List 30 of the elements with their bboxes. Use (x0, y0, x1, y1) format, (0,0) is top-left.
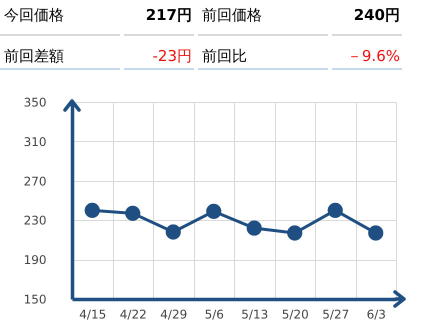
x-tick-label: 6/3 (366, 308, 386, 322)
x-tick-label: 5/27 (322, 308, 350, 322)
x-tick-label: 5/13 (241, 308, 268, 322)
point (125, 206, 140, 221)
text: 217円 (124, 0, 194, 36)
point (206, 204, 222, 219)
x-tick-label: 5/6 (204, 308, 224, 322)
point (368, 225, 384, 241)
x-tick-label: 4/29 (160, 308, 188, 322)
y-tick-label: 350 (24, 96, 46, 110)
y-tick-label: 270 (24, 174, 46, 188)
x-tick-label: 4/15 (79, 308, 106, 322)
point (287, 225, 302, 241)
y-tick-label: 310 (24, 134, 46, 149)
y-tick-label: 230 (24, 214, 46, 228)
y-tick-label: 150 (24, 292, 46, 306)
text: 240円 (332, 0, 402, 36)
point (328, 202, 343, 218)
text: 前回価格 (198, 0, 328, 36)
point (84, 202, 100, 218)
point (246, 220, 262, 236)
text: 今回価格 (0, 0, 120, 36)
text: －9.6% (332, 36, 402, 70)
y-tick-label: 190 (24, 253, 46, 268)
text: -23円 (124, 36, 194, 70)
text: 前回差額 (0, 36, 120, 70)
x-tick-label: 5/20 (282, 308, 309, 322)
x-tick-label: 4/22 (120, 308, 147, 322)
point (166, 224, 181, 240)
text: 前回比 (198, 36, 328, 70)
